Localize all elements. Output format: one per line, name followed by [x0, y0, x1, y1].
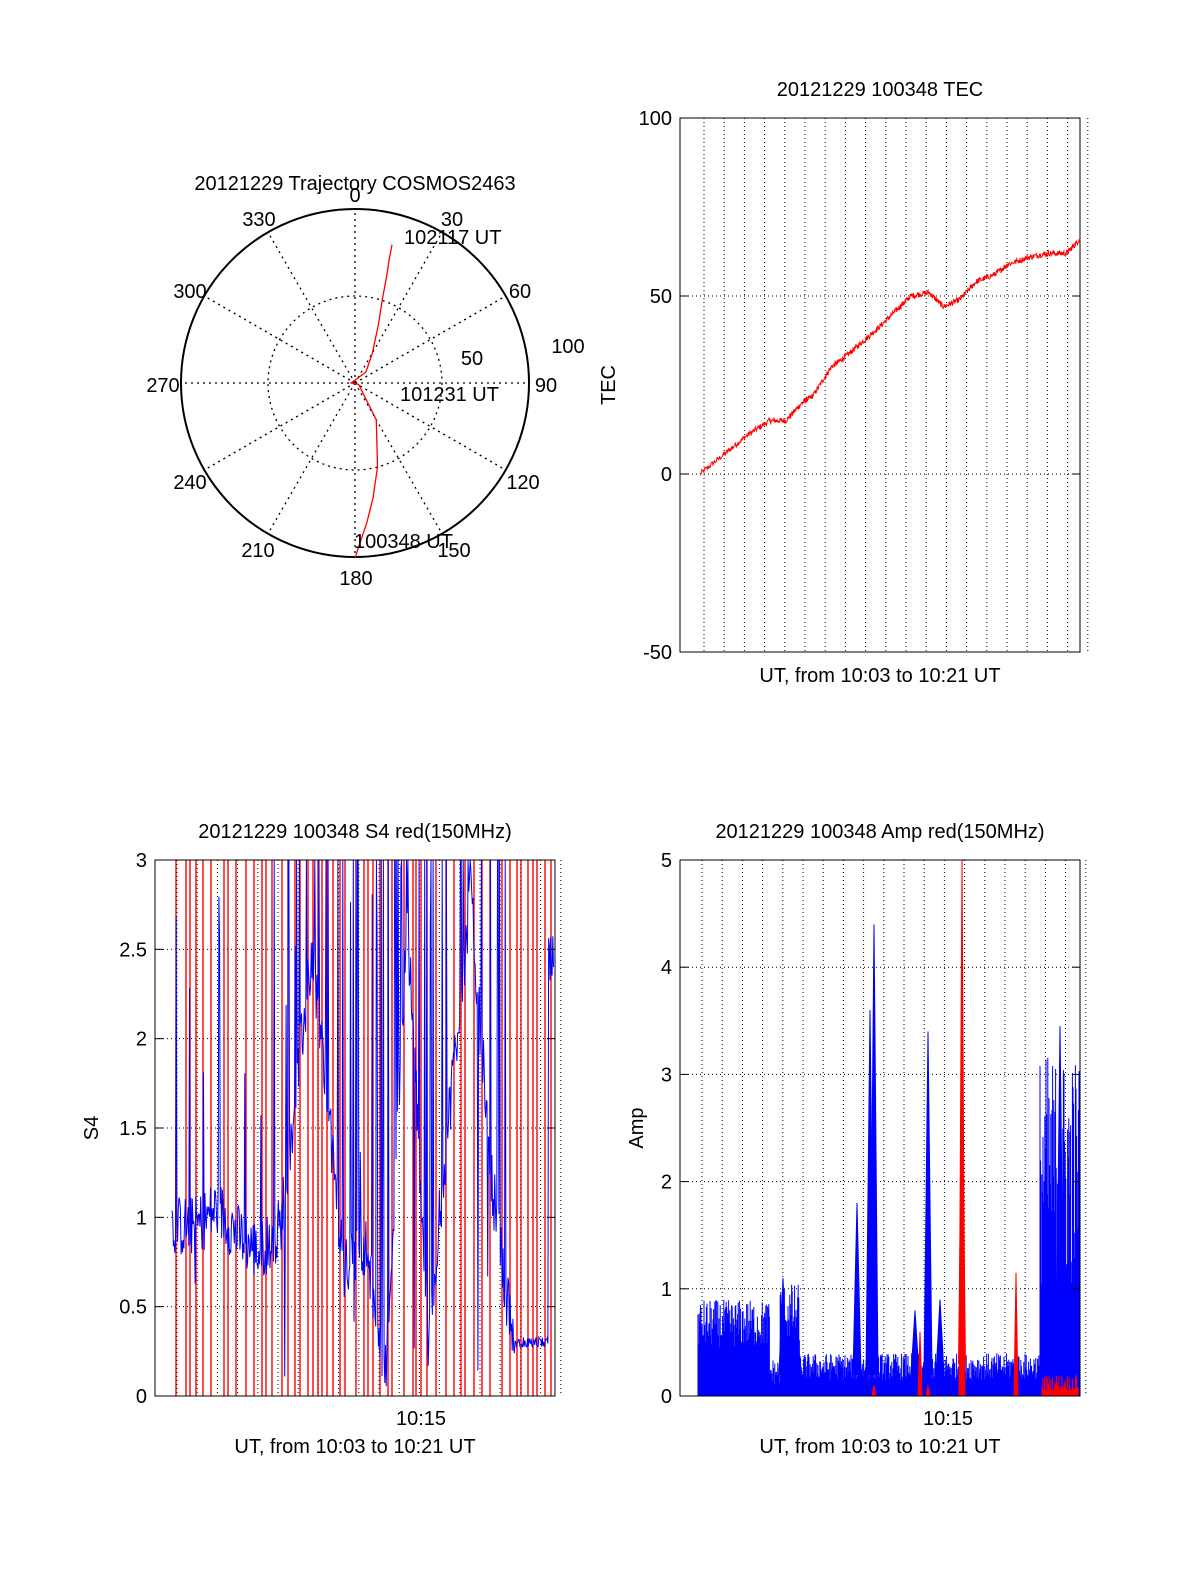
polar-angle-label: 210 [241, 540, 274, 562]
s4-red-series [175, 860, 552, 1396]
polar-radius-label-50: 50 [461, 348, 483, 370]
s4-grid-hline-label: 1 [136, 1207, 147, 1229]
amp-grid-hline-label: 1 [661, 1279, 672, 1301]
polar-angle-label: 90 [535, 375, 557, 397]
tec-y-ticks: -50 0 50 100 [639, 108, 1080, 664]
polar-annotation-mid: 101231 UT [400, 384, 499, 406]
amp-xlabel: UT, from 10:03 to 10:21 UT [759, 1436, 1000, 1458]
tec-grid-hline-label: 50 [650, 286, 672, 308]
polar-angle-label: 300 [173, 281, 206, 303]
polar-grid-spoke [267, 231, 356, 384]
polar-angle-label: 60 [509, 281, 531, 303]
polar-angle-label: 0 [349, 185, 360, 207]
amp-red-floor [1041, 1374, 1079, 1396]
amp-grid-hline-label: 3 [661, 1064, 672, 1086]
polar-chart: 20121229 Trajectory COSMOS2463 0 30 60 90 12… [146, 173, 584, 590]
s4-xtick-1015: 10:15 [396, 1408, 446, 1430]
polar-trajectory-line [349, 244, 393, 559]
amp-grid-hline-label: 0 [661, 1386, 672, 1408]
tec-xlabel: UT, from 10:03 to 10:21 UT [759, 665, 1000, 687]
polar-grid-spoke [354, 382, 443, 535]
amp-grid-hline-label: 5 [661, 850, 672, 872]
polar-angle-label: 180 [339, 568, 372, 590]
tec-series-line [699, 238, 1081, 477]
polar-grid-circle [267, 295, 443, 471]
polar-grid-spoke [267, 382, 356, 535]
amp-ylabel: Amp [626, 1107, 648, 1148]
amp-blue-peak [923, 1031, 933, 1376]
amp-chart: 20121229 100348 Amp red(150MHz) 0 1 2 3 4 5 1… [626, 821, 1087, 1458]
tec-ylabel: TEC [598, 365, 620, 405]
polar-grid-spoke [354, 382, 507, 471]
s4-grid-hline-label: 0.5 [119, 1297, 147, 1319]
s4-title: 20121229 100348 S4 red(150MHz) [198, 821, 512, 843]
s4-grid-hline-label: 1.5 [119, 1118, 147, 1140]
tec-chart: 20121229 100348 TEC -50 0 50 100 TEC UT, fr… [598, 79, 1089, 687]
tec-grid-hline-label: 0 [661, 464, 672, 486]
polar-angle-label: 240 [173, 472, 206, 494]
amp-red-peak [1013, 1272, 1019, 1397]
s4-grid-hline-label: 0 [136, 1386, 147, 1408]
polar-angle-labels: 0 30 60 90 120 150 180 210 240 270 300 330 [146, 185, 557, 590]
amp-blue-series [697, 924, 1081, 1396]
polar-annotation-end: 102117 UT [404, 227, 501, 249]
polar-radius-label-100: 100 [551, 336, 584, 358]
amp-blue-peak [865, 1010, 875, 1376]
amp-title: 20121229 100348 Amp red(150MHz) [715, 821, 1044, 843]
amp-xtick-1015: 10:15 [923, 1408, 973, 1430]
polar-grid-spoke [354, 295, 507, 384]
s4-blue-trace [171, 859, 554, 1387]
amp-blue-peak [1055, 1026, 1065, 1376]
amp-plot-frame [679, 859, 1081, 1397]
tec-grid-hline-label: 100 [639, 108, 672, 130]
amp-grid-hline-label: 4 [661, 957, 672, 979]
amp-blue-peak [778, 1278, 788, 1376]
amp-red-peak [917, 1331, 923, 1397]
tec-plot-frame [679, 117, 1081, 653]
amp-blue-peak [852, 1203, 862, 1376]
polar-grid [181, 209, 529, 557]
tec-title: 20121229 100348 TEC [777, 79, 983, 101]
s4-grid-hline-label: 3 [136, 850, 147, 872]
polar-angle-label: 270 [146, 375, 179, 397]
amp-blue-peak [935, 1299, 945, 1376]
amp-y-ticks: 0 1 2 3 4 5 [661, 850, 1080, 1408]
tec-grid-hline-label: -50 [643, 642, 672, 664]
tec-grid [680, 117, 1089, 653]
polar-title: 20121229 Trajectory COSMOS2463 [194, 173, 515, 195]
s4-chart: 20121229 100348 S4 red(150MHz) 0 0.5 1 1.5 2… [81, 821, 562, 1458]
polar-grid-spoke [203, 382, 356, 471]
s4-grid-hline-label: 2 [136, 1029, 147, 1051]
polar-angle-label: 330 [242, 209, 275, 231]
amp-grid-hline-label: 2 [661, 1172, 672, 1194]
polar-grid-spoke [354, 231, 443, 384]
polar-angle-label: 120 [506, 472, 539, 494]
amp-blue-peak [910, 1310, 920, 1376]
polar-angle-label: 30 [441, 209, 463, 231]
polar-annotation-start: 100348 UT [354, 531, 453, 553]
s4-y-ticks: 0 0.5 1 1.5 2 2.5 3 [119, 850, 555, 1408]
amp-blue-trace [697, 1057, 1081, 1396]
polar-angle-label: 150 [437, 540, 470, 562]
polar-grid-spoke [203, 295, 356, 384]
amp-red-peak-body [958, 1020, 966, 1364]
s4-blue-series [171, 859, 554, 1387]
s4-grid-hline-label: 2.5 [119, 939, 147, 961]
s4-xlabel: UT, from 10:03 to 10:21 UT [234, 1436, 475, 1458]
s4-ylabel: S4 [81, 1116, 103, 1140]
